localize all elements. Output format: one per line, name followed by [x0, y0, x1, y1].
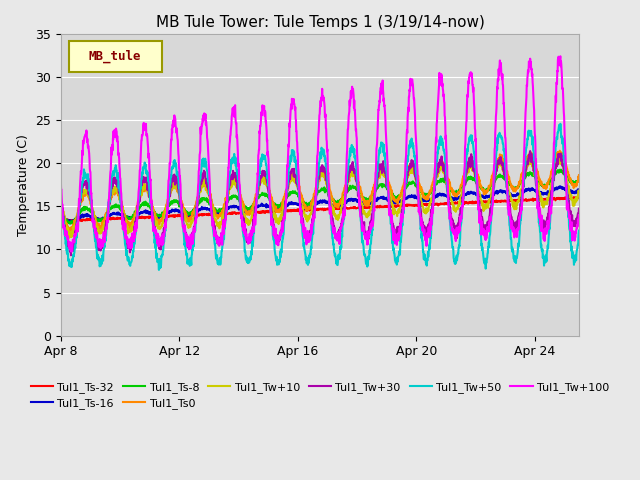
Tul1_Tw+30	[102, 221, 109, 227]
Tul1_Tw+30	[404, 168, 412, 174]
Tul1_Ts0	[556, 148, 564, 154]
Tul1_Ts-8	[102, 213, 109, 219]
Title: MB Tule Tower: Tule Temps 1 (3/19/14-now): MB Tule Tower: Tule Temps 1 (3/19/14-now…	[156, 15, 484, 30]
Tul1_Tw+30	[575, 206, 583, 212]
Tul1_Ts-32	[205, 211, 212, 216]
Tul1_Tw+10	[205, 190, 212, 196]
Tul1_Ts-32	[574, 194, 582, 200]
FancyBboxPatch shape	[68, 41, 162, 72]
Tul1_Tw+30	[205, 191, 212, 196]
Text: MB_tule: MB_tule	[89, 50, 141, 63]
Tul1_Tw+100	[294, 151, 301, 156]
Tul1_Tw+50	[155, 267, 163, 273]
Tul1_Tw+100	[557, 53, 564, 59]
Tul1_Tw+30	[244, 240, 252, 246]
Tul1_Tw+100	[67, 249, 75, 254]
Tul1_Tw+100	[253, 182, 261, 188]
Tul1_Ts-8	[575, 176, 583, 182]
Tul1_Tw+10	[556, 155, 564, 160]
Tul1_Tw+10	[253, 193, 261, 199]
Tul1_Tw+10	[404, 172, 412, 178]
Tul1_Tw+10	[244, 216, 252, 222]
Tul1_Ts-8	[557, 167, 565, 173]
Tul1_Tw+100	[575, 212, 583, 218]
Tul1_Ts0	[244, 210, 252, 216]
Tul1_Ts0	[205, 189, 212, 194]
Tul1_Tw+100	[244, 236, 252, 242]
Tul1_Ts-16	[67, 220, 74, 226]
Tul1_Ts-32	[404, 203, 412, 208]
Tul1_Ts0	[294, 179, 301, 184]
Tul1_Tw+10	[65, 235, 73, 240]
Tul1_Ts0	[575, 172, 583, 178]
Tul1_Tw+10	[575, 191, 583, 196]
Tul1_Ts-32	[253, 209, 261, 215]
Line: Tul1_Ts0: Tul1_Ts0	[61, 151, 579, 231]
Tul1_Tw+50	[294, 180, 301, 185]
Tul1_Ts-16	[575, 187, 583, 193]
Tul1_Tw+10	[57, 202, 65, 207]
Tul1_Tw+100	[57, 174, 65, 180]
Tul1_Tw+50	[102, 238, 109, 244]
Tul1_Ts-16	[205, 206, 212, 212]
Tul1_Ts0	[404, 164, 412, 169]
Line: Tul1_Tw+50: Tul1_Tw+50	[61, 124, 579, 270]
Line: Tul1_Ts-32: Tul1_Ts-32	[61, 197, 579, 222]
Tul1_Ts-16	[102, 216, 109, 221]
Tul1_Ts-32	[102, 216, 109, 222]
Tul1_Tw+100	[205, 165, 212, 171]
Tul1_Tw+30	[67, 252, 75, 258]
Legend: Tul1_Ts-32, Tul1_Ts-16, Tul1_Ts-8, Tul1_Ts0, Tul1_Tw+10, Tul1_Tw+30, Tul1_Tw+50,: Tul1_Ts-32, Tul1_Ts-16, Tul1_Ts-8, Tul1_…	[26, 377, 614, 414]
Tul1_Tw+50	[557, 121, 564, 127]
Line: Tul1_Tw+10: Tul1_Tw+10	[61, 157, 579, 238]
Tul1_Tw+50	[57, 194, 65, 200]
Tul1_Ts-8	[67, 221, 74, 227]
Tul1_Ts-8	[253, 197, 261, 203]
Tul1_Tw+50	[205, 181, 212, 187]
Tul1_Tw+100	[102, 228, 109, 234]
Line: Tul1_Ts-8: Tul1_Ts-8	[61, 170, 579, 224]
Tul1_Ts0	[253, 191, 261, 196]
Tul1_Ts-16	[244, 208, 252, 214]
Tul1_Ts-16	[57, 214, 65, 220]
Line: Tul1_Tw+100: Tul1_Tw+100	[61, 56, 579, 252]
Tul1_Ts-16	[404, 193, 412, 199]
Tul1_Tw+30	[253, 196, 261, 202]
Tul1_Tw+30	[294, 184, 301, 190]
Tul1_Ts0	[57, 204, 65, 210]
Tul1_Tw+100	[404, 105, 412, 110]
Tul1_Ts-8	[404, 182, 412, 188]
Tul1_Ts-32	[57, 218, 65, 224]
Tul1_Tw+50	[404, 153, 412, 159]
Tul1_Tw+50	[244, 260, 252, 266]
Line: Tul1_Tw+30: Tul1_Tw+30	[61, 151, 579, 255]
Tul1_Tw+30	[526, 148, 534, 154]
Tul1_Ts-32	[62, 219, 70, 225]
Tul1_Ts-8	[244, 205, 252, 211]
Tul1_Ts0	[67, 228, 75, 234]
Tul1_Ts-16	[294, 202, 301, 207]
Tul1_Tw+50	[575, 228, 583, 233]
Tul1_Tw+10	[102, 217, 109, 223]
Tul1_Tw+10	[294, 186, 301, 192]
Tul1_Ts-16	[557, 183, 564, 189]
Tul1_Tw+30	[57, 195, 65, 201]
Tul1_Ts-32	[575, 195, 583, 201]
Tul1_Ts-16	[253, 204, 261, 210]
Tul1_Ts0	[102, 212, 109, 217]
Tul1_Ts-8	[294, 191, 301, 197]
Line: Tul1_Ts-16: Tul1_Ts-16	[61, 186, 579, 223]
Y-axis label: Temperature (C): Temperature (C)	[17, 134, 29, 236]
Tul1_Ts-8	[57, 210, 65, 216]
Tul1_Tw+50	[253, 194, 261, 200]
Tul1_Ts-32	[294, 208, 301, 214]
Tul1_Ts-32	[244, 210, 252, 216]
Tul1_Ts-8	[205, 198, 212, 204]
